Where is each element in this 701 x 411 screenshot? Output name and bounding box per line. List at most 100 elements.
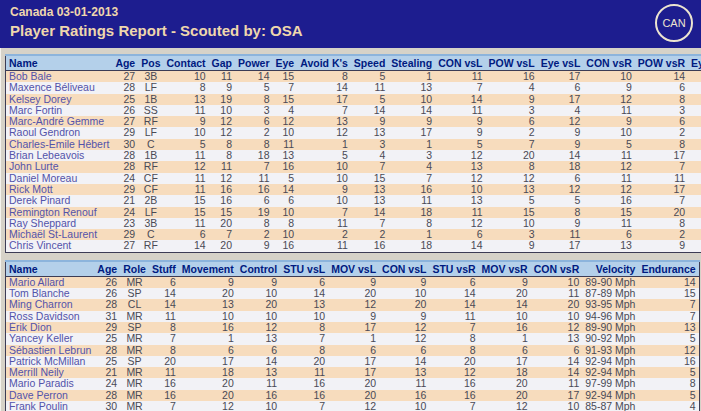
rating-cell: 12 <box>328 299 379 310</box>
rating-cell: 10 <box>297 161 351 172</box>
player-name[interactable]: Marc Fortin <box>6 105 113 116</box>
rating-cell: 9 <box>328 311 379 322</box>
rating-cell: 14 <box>531 356 583 367</box>
rating-cell: 25 <box>94 356 120 367</box>
rating-cell: 13 <box>280 299 328 310</box>
rating-cell: 87-89 Mph <box>582 288 638 299</box>
table-row: Marc-André Gemme27RF912612139996129612 <box>6 116 701 127</box>
rating-cell: 12 <box>209 173 235 184</box>
player-name[interactable]: Tom Blanche <box>6 288 95 299</box>
rating-cell: 6 <box>429 276 478 288</box>
rating-cell: 28 <box>94 299 120 310</box>
rating-cell: 12 <box>297 127 351 138</box>
rating-cell: 5 <box>638 390 699 401</box>
rating-cell: 2 <box>635 127 688 138</box>
player-name[interactable]: Chris Vincent <box>6 240 113 252</box>
player-name[interactable]: Kelsey Dorey <box>6 94 113 105</box>
player-name[interactable]: Michaël St-Laurent <box>6 229 113 240</box>
table-row: Brian Lebeavois281B118181354312201411171… <box>6 150 701 161</box>
player-name[interactable]: Frank Poulin <box>6 401 95 411</box>
rating-cell: 11 <box>429 311 478 322</box>
rating-cell: MR <box>120 378 149 389</box>
rating-cell: 89-90 Mph <box>582 322 638 333</box>
rating-cell: 16 <box>179 322 237 333</box>
rating-cell: 9 <box>209 82 235 93</box>
player-name[interactable]: Mario Allard <box>6 276 95 288</box>
rating-cell: 8 <box>429 333 478 344</box>
rating-cell: 14 <box>435 240 485 252</box>
rating-cell: 13 <box>163 94 208 105</box>
rating-cell: 1 <box>479 333 531 344</box>
rating-cell: 10 <box>583 127 635 138</box>
column-header: Endurance <box>638 261 699 277</box>
rating-cell: 12 <box>583 161 635 172</box>
column-header: CON vsL <box>435 55 485 71</box>
player-name[interactable]: Rick Mott <box>6 184 113 195</box>
player-name[interactable]: Bob Bale <box>6 71 113 83</box>
rating-cell: 11 <box>297 240 351 252</box>
rating-cell: 12 <box>163 161 208 172</box>
rating-cell: 9 <box>486 240 538 252</box>
rating-cell: 17 <box>328 356 379 367</box>
rating-cell: 97-99 Mph <box>582 378 638 389</box>
player-name[interactable]: Remington Renouf <box>6 207 113 218</box>
rating-cell: 17 <box>328 367 379 378</box>
rating-cell: 10 <box>531 401 583 411</box>
player-name[interactable]: Ray Sheppard <box>6 218 113 229</box>
rating-cell: 6 <box>379 345 429 356</box>
player-name[interactable]: Ross Davidson <box>6 311 95 322</box>
rating-cell: 13 <box>237 367 280 378</box>
player-name[interactable]: Yancey Keller <box>6 333 95 344</box>
player-name[interactable]: Érik Dion <box>6 322 95 333</box>
player-name[interactable]: Charles-Émile Hébert <box>6 139 113 150</box>
player-name[interactable]: Dave Perron <box>6 390 95 401</box>
table-row: Rick Mott29CF1116161491316101312121715 <box>6 184 701 195</box>
rating-cell: 5 <box>273 173 298 184</box>
rating-cell: 4 <box>388 161 435 172</box>
rating-cell: 7 <box>638 299 699 310</box>
table-row: Ray Sheppard233B1120881178121091187 <box>6 218 701 229</box>
player-name[interactable]: Ming Charron <box>6 299 95 310</box>
rating-cell: 94-96 Mph <box>582 311 638 322</box>
player-name[interactable]: Derek Pinard <box>6 195 113 206</box>
player-name[interactable]: Mario Paradis <box>6 378 95 389</box>
player-name[interactable]: Brian Lebeavois <box>6 150 113 161</box>
rating-cell: 93-95 Mph <box>582 299 638 310</box>
rating-cell: 10 <box>163 71 208 83</box>
rating-cell: 16 <box>209 195 235 206</box>
player-name[interactable]: Patrick McMillan <box>6 356 95 367</box>
rating-cell: 5 <box>538 195 584 206</box>
rating-cell: 16 <box>237 390 280 401</box>
player-name[interactable]: Daniel Moreau <box>6 173 113 184</box>
rating-cell: 11 <box>209 161 235 172</box>
rating-cell: 8 <box>163 82 208 93</box>
table-row: Dave Perron28MR16201616201616201792-94 M… <box>6 390 700 401</box>
player-name[interactable]: Merrill Neily <box>6 367 95 378</box>
rating-cell: 8 <box>538 207 584 218</box>
rating-cell: 14 <box>388 105 435 116</box>
rating-cell: 14 <box>273 184 298 195</box>
player-name[interactable]: Raoul Gendron <box>6 127 113 138</box>
rating-cell: 9 <box>351 116 389 127</box>
rating-cell: 14 <box>149 288 179 299</box>
rating-cell: 2 <box>235 127 273 138</box>
rating-cell: 11 <box>531 378 583 389</box>
rating-cell: 16 <box>638 356 699 367</box>
rating-cell: 9 <box>538 127 584 138</box>
rating-cell: 16 <box>273 240 298 252</box>
player-name[interactable]: Marc-André Gemme <box>6 116 113 127</box>
rating-cell: 12 <box>479 401 531 411</box>
rating-cell: 12 <box>538 184 584 195</box>
rating-cell: 6 <box>235 116 273 127</box>
player-name[interactable]: Sébastien Lebrun <box>6 345 95 356</box>
rating-cell: 14 <box>351 105 389 116</box>
player-name[interactable]: Maxence Béliveau <box>6 82 113 93</box>
rating-cell: 20 <box>280 356 328 367</box>
rating-cell: 11 <box>149 367 179 378</box>
rating-cell: 6 <box>280 276 328 288</box>
rating-cell: 14 <box>163 240 208 252</box>
rating-cell: 11 <box>635 173 688 184</box>
player-name[interactable]: John Lurte <box>6 161 113 172</box>
rating-cell: 23 <box>112 218 138 229</box>
rating-cell: 8 <box>235 218 273 229</box>
